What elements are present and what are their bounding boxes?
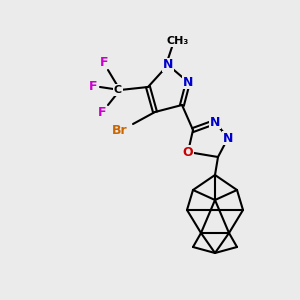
Text: CH₃: CH₃: [167, 36, 189, 46]
Text: O: O: [183, 146, 193, 158]
Text: F: F: [98, 106, 106, 118]
Text: N: N: [183, 76, 193, 88]
Text: N: N: [210, 116, 220, 128]
Text: N: N: [163, 58, 173, 71]
Text: F: F: [89, 80, 97, 94]
Text: C: C: [114, 85, 122, 95]
Text: Br: Br: [112, 124, 128, 136]
Text: F: F: [100, 56, 108, 68]
Text: N: N: [223, 131, 233, 145]
